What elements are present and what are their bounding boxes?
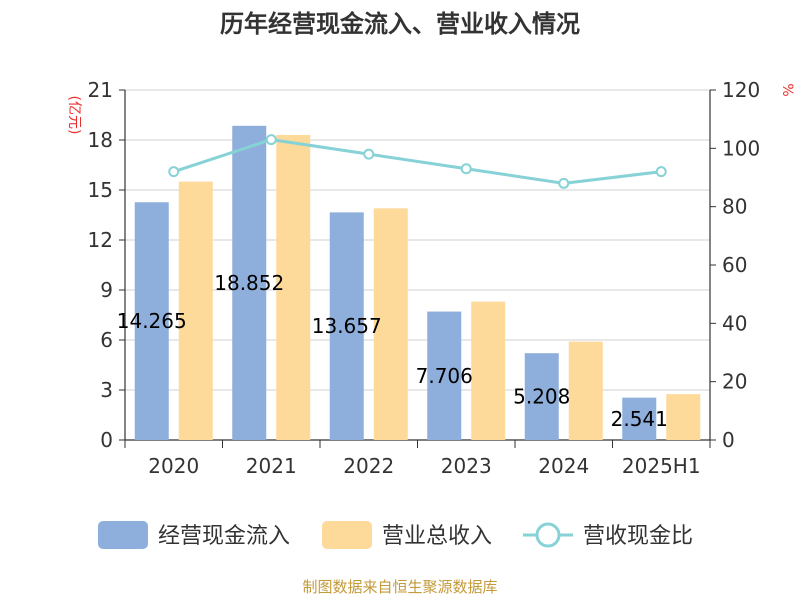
data-labels: 14.265 18.852 13.657 7.706 5.208 2.541 xyxy=(117,271,668,431)
bar-cash-inflow xyxy=(524,353,559,440)
bar-cash-inflow xyxy=(329,212,364,440)
ratio-point xyxy=(558,177,570,189)
x-tick-label: 2021 xyxy=(246,454,297,478)
left-y-axis: 0 3 6 9 12 15 18 21 xyxy=(88,78,126,452)
bar-revenue xyxy=(568,341,603,440)
data-label-cash-inflow: 13.657 xyxy=(312,314,382,338)
left-tick-label: 9 xyxy=(100,278,113,302)
right-tick-label: 20 xyxy=(722,370,747,394)
ratio-line xyxy=(173,138,662,185)
left-tick-label: 6 xyxy=(100,328,113,352)
left-tick-label: 21 xyxy=(88,78,113,102)
left-tick-label: 3 xyxy=(100,378,113,402)
bar-revenue xyxy=(276,135,311,440)
x-axis: 2020 2021 2022 2023 2024 2025H1 xyxy=(124,439,711,478)
data-label-cash-inflow: 5.208 xyxy=(513,385,570,409)
left-tick-label: 12 xyxy=(88,228,113,252)
bar-cash-inflow xyxy=(427,311,462,440)
ratio-point xyxy=(363,148,375,160)
bar-cash-inflow xyxy=(622,397,657,440)
left-tick-label: 0 xyxy=(100,428,113,452)
data-label-cash-inflow: 7.706 xyxy=(416,364,473,388)
x-tick-label: 2025H1 xyxy=(622,454,701,478)
chart-title: 历年经营现金流入、营业收入情况 xyxy=(220,10,580,38)
right-tick-label: 100 xyxy=(722,136,760,160)
source-note: 制图数据来自恒生聚源数据库 xyxy=(302,578,497,596)
left-tick-label: 18 xyxy=(88,128,113,152)
left-tick-label: 15 xyxy=(88,178,113,202)
right-tick-label: 80 xyxy=(722,195,747,219)
bar-revenue xyxy=(471,301,506,440)
bar-cash-inflow xyxy=(232,125,267,441)
gridlines xyxy=(125,89,710,391)
x-tick-label: 2022 xyxy=(343,454,394,478)
bar-revenue xyxy=(666,394,701,440)
x-tick-label: 2024 xyxy=(538,454,589,478)
legend-swatch-revenue xyxy=(322,521,372,549)
legend-item-ratio[interactable]: 营收现金比 xyxy=(523,522,693,549)
x-tick-label: 2023 xyxy=(441,454,492,478)
legend-item-revenue[interactable]: 营业总收入 xyxy=(322,521,492,549)
legend: 经营现金流入 营业总收入 营收现金比 xyxy=(98,521,693,549)
right-y-axis: 0 20 40 60 80 100 120 xyxy=(709,78,760,452)
bar-cash-inflow xyxy=(134,202,169,440)
legend-label-ratio: 营收现金比 xyxy=(583,524,693,549)
ratio-line-group xyxy=(168,134,667,189)
bar-revenue xyxy=(373,208,408,440)
ratio-point xyxy=(655,166,667,178)
right-tick-label: 120 xyxy=(722,78,760,102)
right-tick-label: 40 xyxy=(722,311,747,335)
right-axis-unit: % xyxy=(779,83,795,96)
legend-item-cash-inflow[interactable]: 经营现金流入 xyxy=(98,521,290,549)
x-tick-label: 2020 xyxy=(148,454,199,478)
ratio-point xyxy=(265,134,277,146)
ratio-point xyxy=(168,166,180,178)
bar-revenue xyxy=(178,181,213,440)
legend-label-revenue: 营业总收入 xyxy=(382,524,492,549)
legend-label-cash-inflow: 经营现金流入 xyxy=(158,524,290,549)
bars-group xyxy=(134,125,701,441)
data-label-cash-inflow: 18.852 xyxy=(214,271,284,295)
left-axis-unit: (亿元) xyxy=(66,96,82,135)
right-tick-label: 60 xyxy=(722,253,747,277)
data-label-cash-inflow: 2.541 xyxy=(611,407,668,431)
data-label-cash-inflow: 14.265 xyxy=(117,309,187,333)
legend-marker-ratio xyxy=(535,522,561,548)
ratio-point xyxy=(460,163,472,175)
legend-swatch-cash-inflow xyxy=(98,521,148,549)
right-tick-label: 0 xyxy=(722,428,735,452)
